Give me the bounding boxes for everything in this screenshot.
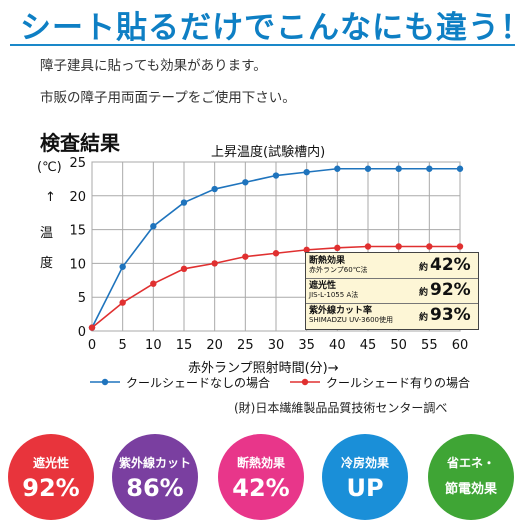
y-axis-label-char-1: 温 xyxy=(40,226,54,241)
x-tick-label: 45 xyxy=(360,338,377,353)
series-2-point xyxy=(119,299,126,306)
x-tick-label: 5 xyxy=(119,338,127,353)
legend-label: クールシェードなしの場合 xyxy=(126,375,270,390)
x-tick-label: 25 xyxy=(237,338,254,353)
x-tick-label: 0 xyxy=(88,338,96,353)
x-tick-label: 55 xyxy=(421,338,438,353)
results-title: 検査結果 xyxy=(40,131,120,155)
series-2-point xyxy=(456,243,464,250)
badge-insulation: 断熱効果 42% xyxy=(218,434,304,520)
info-approx: 約 xyxy=(419,263,429,273)
x-tick-label: 40 xyxy=(329,338,346,353)
badge-label: 冷房効果 xyxy=(340,456,389,470)
chart-grid xyxy=(91,161,461,332)
badge-label: 遮光性 xyxy=(32,456,69,470)
info-name: 紫外線カット率 xyxy=(309,306,373,316)
series-1-point xyxy=(180,199,188,206)
series-2-point xyxy=(395,243,402,250)
x-tick-label: 20 xyxy=(206,338,223,353)
series-2-point xyxy=(88,324,96,331)
chart-ticks: 0 5 10 15 20 25 0 5 10 15 20 25 30 35 40 45 50 55 60 xyxy=(69,156,468,353)
y-tick-label: 25 xyxy=(69,156,86,171)
info-value: 92% xyxy=(430,280,471,300)
info-approx: 約 xyxy=(419,313,429,323)
info-row-shading: 遮光性 JIS-L-1055 A法 約 92% xyxy=(306,278,478,304)
info-row-uv-cut: 紫外線カット率 SHIMADZU UV-3600使用 約 93% xyxy=(306,303,478,328)
x-tick-label: 30 xyxy=(268,338,285,353)
series-2-point xyxy=(303,246,310,254)
chart-series xyxy=(88,165,464,331)
series-1-point xyxy=(426,165,433,172)
series-2-point xyxy=(334,244,341,252)
badge-value: 86% xyxy=(126,474,184,502)
info-row-insulation: 断熱効果 赤外ランプ60℃法 約 42% xyxy=(306,253,478,279)
series-2-point xyxy=(272,250,280,257)
chart-legend: クールシェードなしの場合 クールシェード有りの場合 xyxy=(90,375,470,390)
info-method: JIS-L-1055 A法 xyxy=(309,291,359,299)
series-1-point xyxy=(303,168,310,176)
badge-value: 節電効果 xyxy=(444,482,497,497)
x-axis-label: 赤外ランプ照射時間(分)→ xyxy=(188,360,339,376)
x-tick-label: 60 xyxy=(452,338,469,353)
badge-value: UP xyxy=(346,474,384,502)
source-credit: (財)日本繊維製品品質技術センター調べ xyxy=(234,401,448,415)
y-tick-label: 0 xyxy=(78,325,86,340)
series-1-point xyxy=(119,263,126,270)
badge-label: 断熱効果 xyxy=(236,456,285,470)
subtitle-line-1: 障子建具に貼っても効果があります。 xyxy=(40,58,267,74)
series-1-point xyxy=(211,185,218,193)
badge-cooling: 冷房効果 UP xyxy=(322,434,408,520)
x-tick-label: 15 xyxy=(176,338,193,353)
series-1-point xyxy=(334,165,341,172)
legend-marker xyxy=(101,378,109,386)
series-2-point xyxy=(426,243,433,250)
series-2-point xyxy=(364,243,372,250)
y-axis-arrow: ↑ xyxy=(45,190,56,205)
info-approx: 約 xyxy=(419,288,429,298)
series-2-point xyxy=(180,265,188,273)
y-axis-unit: (℃) xyxy=(37,160,62,175)
badge-value: 92% xyxy=(22,474,80,502)
badge-shading: 遮光性 92% xyxy=(8,434,94,520)
badge-label: 紫外線カット xyxy=(118,456,191,470)
y-tick-label: 15 xyxy=(69,224,86,239)
y-tick-label: 5 xyxy=(78,291,86,306)
series-1-point xyxy=(456,165,464,172)
info-method: SHIMADZU UV-3600使用 xyxy=(309,316,393,324)
y-tick-label: 20 xyxy=(69,190,86,205)
series-2-point xyxy=(150,280,157,287)
series-2-point xyxy=(211,260,218,267)
y-axis-label-char-2: 度 xyxy=(40,256,54,271)
test-results-box: 断熱効果 赤外ランプ60℃法 約 42% 遮光性 JIS-L-1055 A法 約… xyxy=(305,252,479,330)
x-tick-label: 50 xyxy=(390,338,407,353)
info-value: 93% xyxy=(430,305,471,325)
series-1-point xyxy=(272,172,280,179)
headline: シート貼るだけでこんなにも違う！ xyxy=(20,10,525,46)
x-tick-label: 10 xyxy=(145,338,162,353)
series-1-point xyxy=(364,165,372,172)
badge-label: 省エネ・ xyxy=(446,456,495,470)
series-1-point xyxy=(395,165,402,172)
info-method: 赤外ランプ60℃法 xyxy=(309,266,368,274)
subtitle-line-2: 市販の障子用両面テープをご使用下さい。 xyxy=(40,90,296,106)
headline-rule xyxy=(10,44,515,46)
y-tick-label: 10 xyxy=(69,257,86,272)
legend-label: クールシェード有りの場合 xyxy=(326,375,470,390)
info-name: 断熱効果 xyxy=(309,256,346,266)
badge-uv-cut: 紫外線カット 86% xyxy=(112,434,198,520)
series-1-point xyxy=(150,223,157,230)
legend-marker xyxy=(301,378,309,386)
badge-value: 42% xyxy=(232,474,290,502)
x-tick-label: 35 xyxy=(298,338,315,353)
info-name: 遮光性 xyxy=(309,281,337,291)
badge-energy-saving: 省エネ・ 節電効果 xyxy=(428,434,514,520)
series-2-point xyxy=(242,253,249,260)
series-1-point xyxy=(242,179,249,186)
chart-title: 上昇温度(試験槽内) xyxy=(211,145,326,160)
info-value: 42% xyxy=(430,255,471,275)
